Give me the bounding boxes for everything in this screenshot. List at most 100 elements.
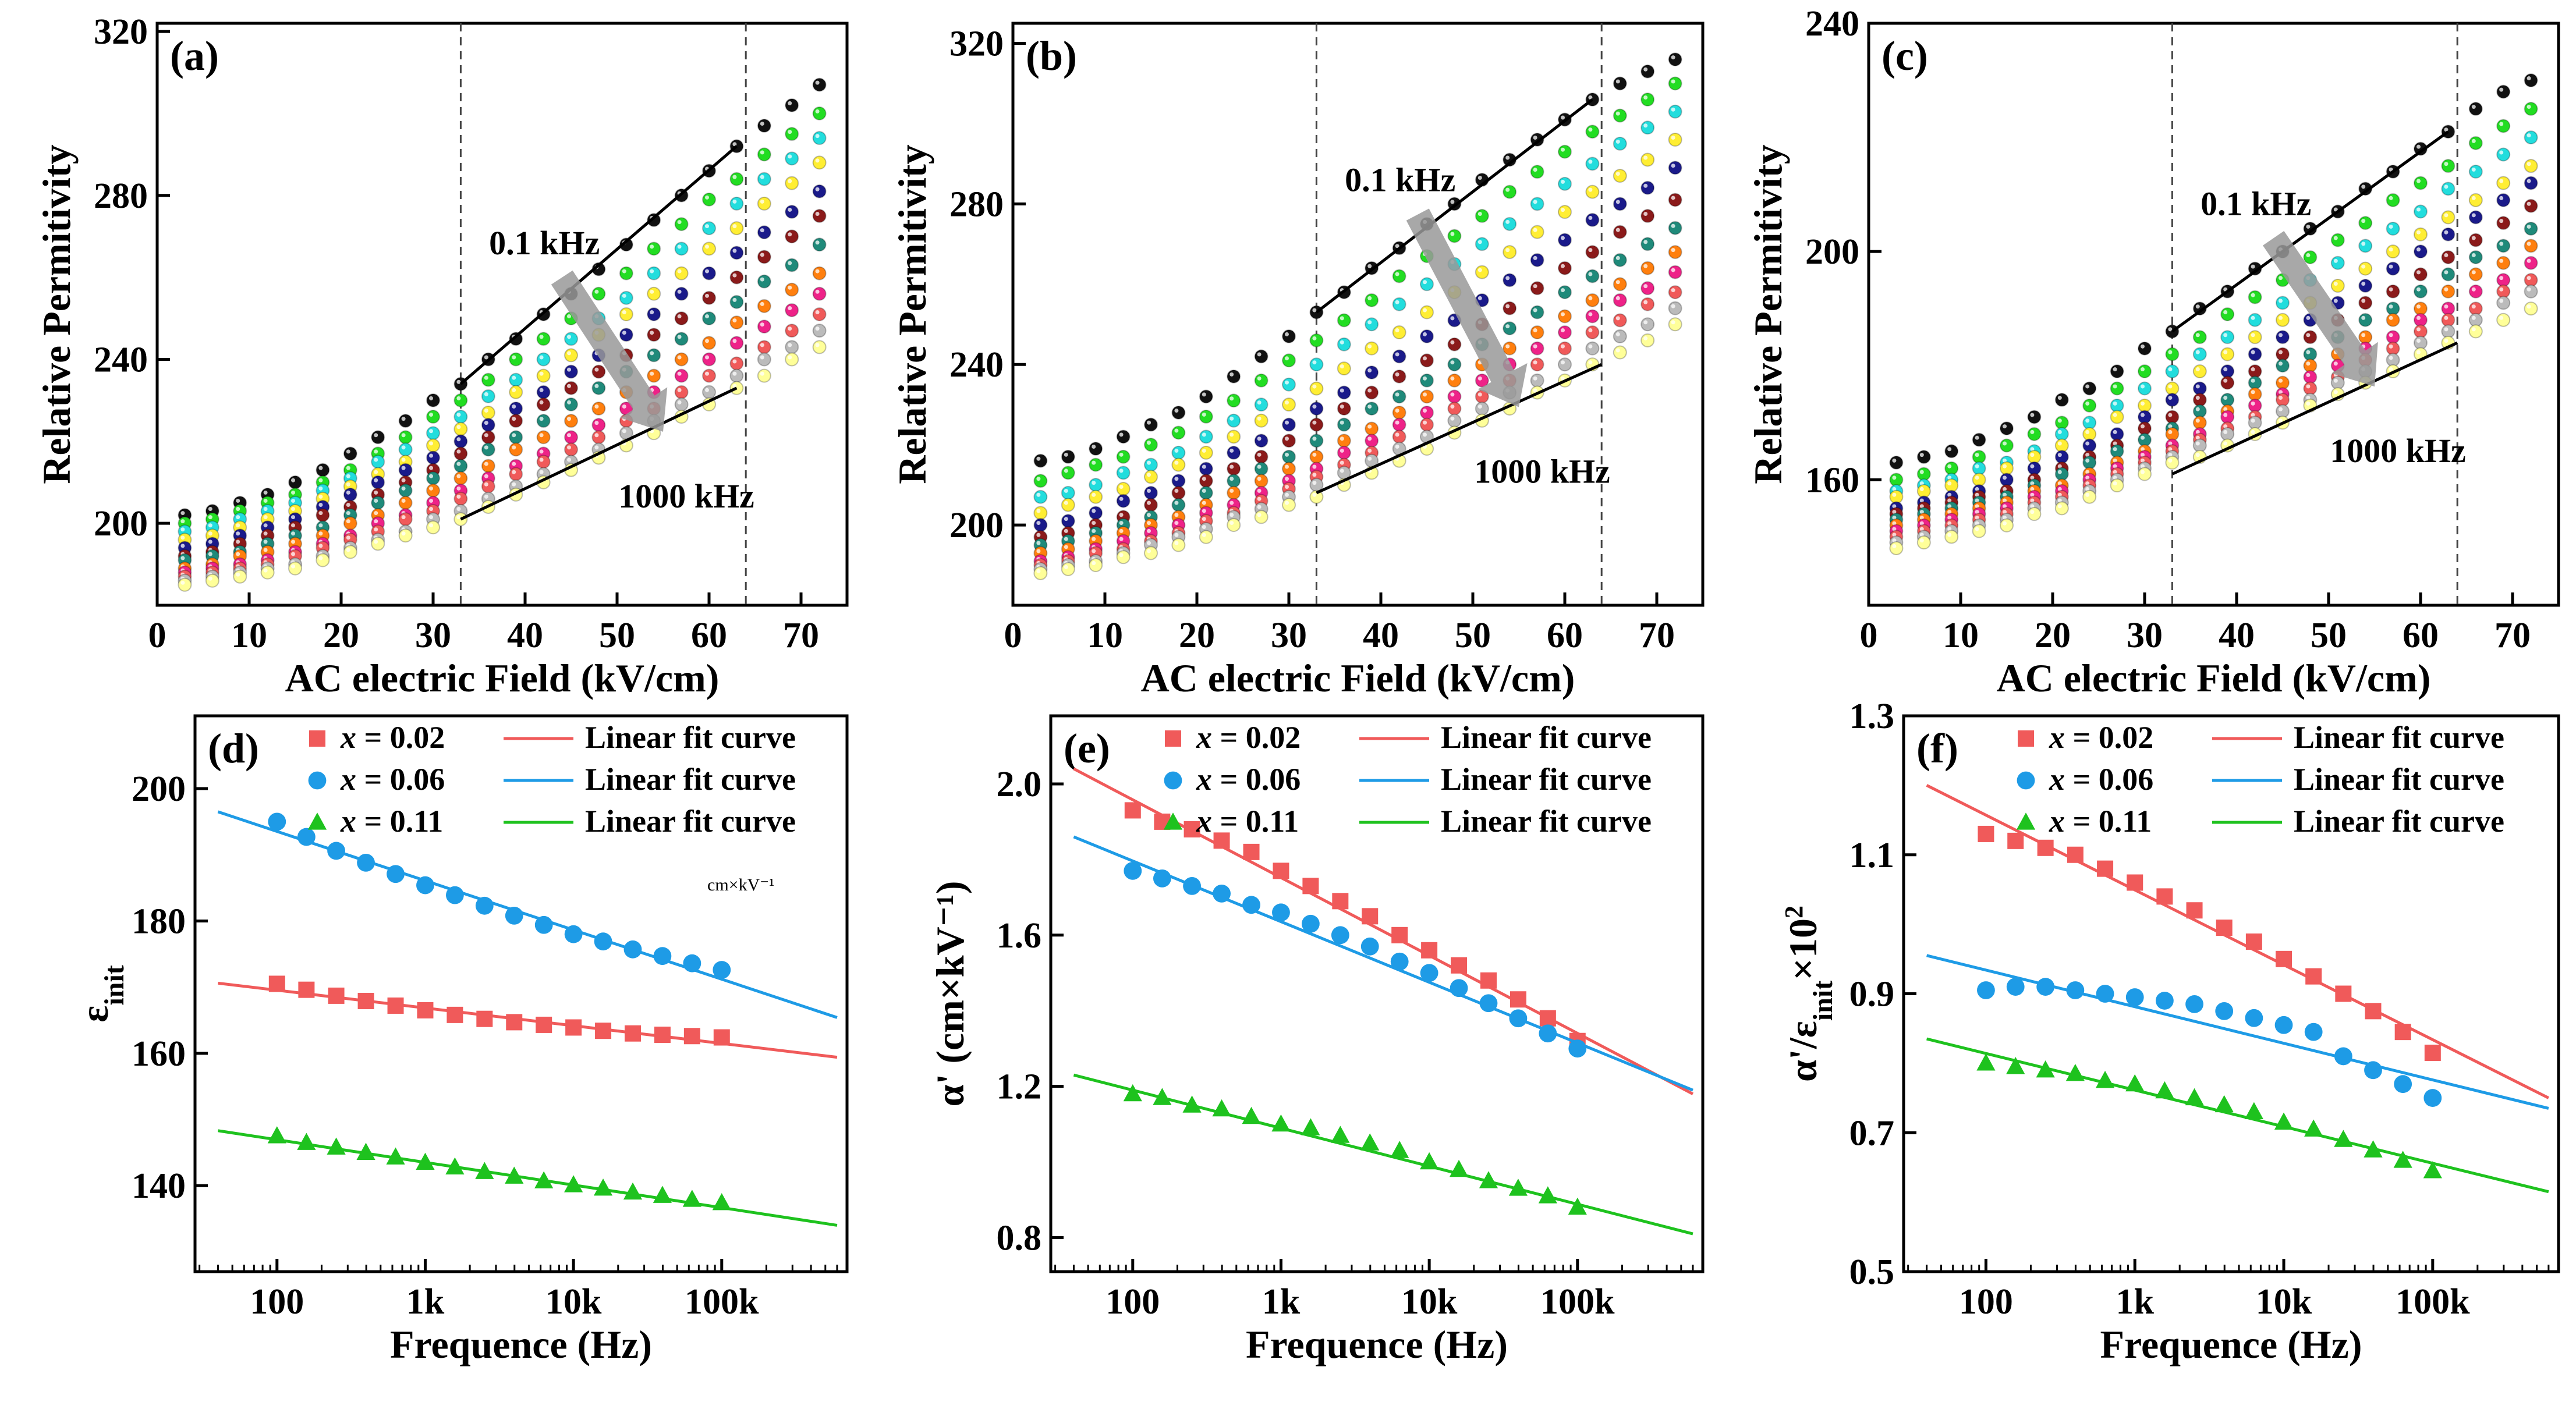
data-point [2127,874,2143,891]
y-axis-label: εinit [72,965,130,1022]
data-point-highlight [1202,464,1206,469]
data-point-highlight [1615,228,1620,232]
data-point-highlight [677,314,682,319]
data-point-highlight [1671,136,1675,140]
data-point [2441,182,2455,196]
x-tick-label: 20 [1179,616,1215,655]
data-point [536,455,551,469]
data-point [2027,427,2042,441]
data-point-highlight [760,150,764,155]
data-point-highlight [2279,299,2283,303]
data-point-highlight [2389,287,2393,292]
data-point [1530,341,1544,356]
data-point-highlight [236,552,240,556]
fit-line [217,810,838,1019]
data-point [2524,176,2538,190]
data-point-highlight [2527,242,2531,246]
data-point [2330,255,2345,270]
data-point [812,237,827,252]
data-point-highlight [539,470,544,474]
data-point-highlight [401,445,406,450]
data-point-highlight [815,211,820,216]
data-point-highlight [2389,304,2393,309]
data-point-highlight [2361,242,2366,246]
data-point [702,352,716,367]
data-point-highlight [1285,452,1289,457]
series-5-kHz [1033,193,1682,544]
data-point [1089,558,1103,573]
data-point [2065,1063,2085,1081]
data-point-highlight [318,494,323,499]
data-point-highlight [1892,521,1897,526]
trend-arrow-shape [2263,230,2378,387]
data-point-highlight [401,457,406,462]
data-point-highlight [429,413,433,417]
data-point-highlight [484,462,488,466]
data-point [2414,227,2428,242]
data-point-highlight [1147,513,1151,517]
data-point-highlight [1615,79,1620,84]
data-point [2192,347,2207,361]
data-point-highlight [429,441,433,446]
data-point-highlight [2141,344,2145,349]
data-point-highlight [1036,533,1041,537]
data-point [702,266,716,281]
data-point [2037,839,2054,856]
plot-frame [1049,714,1705,1273]
data-point-highlight [1036,477,1041,481]
data-point [1420,305,1434,320]
data-point-highlight [2444,253,2449,257]
data-point-highlight [484,409,488,413]
data-point [1171,445,1186,460]
data-point-highlight [2416,339,2421,343]
data-point [1033,489,1048,504]
data-point-highlight [732,339,737,343]
data-point-highlight [2141,470,2145,474]
data-point-highlight [760,122,764,126]
data-point-highlight [456,437,461,442]
data-point-highlight [2168,441,2173,446]
data-point [2358,278,2373,293]
data-point [481,418,495,432]
data-point-highlight [1477,240,1482,244]
data-point [647,328,661,342]
data-point-highlight [1064,528,1068,533]
data-point [2185,1088,2204,1106]
data-point [2468,193,2483,207]
data-point-highlight [1671,288,1675,293]
data-point-highlight [2113,413,2117,417]
data-point [2386,244,2400,259]
data-point [386,1147,405,1165]
data-point [426,450,440,465]
data-point [619,266,633,281]
data-point [2006,978,2025,996]
data-point [785,324,799,338]
series-20-kHz [1889,239,2538,533]
data-point-highlight [2279,378,2283,383]
data-point-highlight [318,511,323,516]
data-point-highlight [539,388,544,392]
data-point-highlight [2057,418,2062,423]
data-point-highlight [456,515,461,520]
data-point-highlight [1340,460,1344,465]
data-point [2000,421,2014,436]
fit-line [218,1129,838,1227]
data-point [785,282,799,297]
data-point [297,1133,316,1150]
data-point [595,1023,612,1039]
data-point [757,225,771,240]
data-point [1558,233,1572,247]
data-point-highlight [2223,367,2228,372]
series-50-kHz [1033,265,1682,569]
data-point-highlight [291,507,295,512]
data-point-highlight [2444,287,2449,292]
data-point [316,463,330,477]
data-point-highlight [1533,360,1537,365]
data-point-highlight [2113,430,2117,434]
data-point-highlight [2113,458,2117,463]
data-point [1420,277,1434,292]
data-point-highlight [2085,487,2090,491]
data-point-highlight [236,498,240,503]
data-point [1640,93,1655,107]
data-point [702,290,716,305]
